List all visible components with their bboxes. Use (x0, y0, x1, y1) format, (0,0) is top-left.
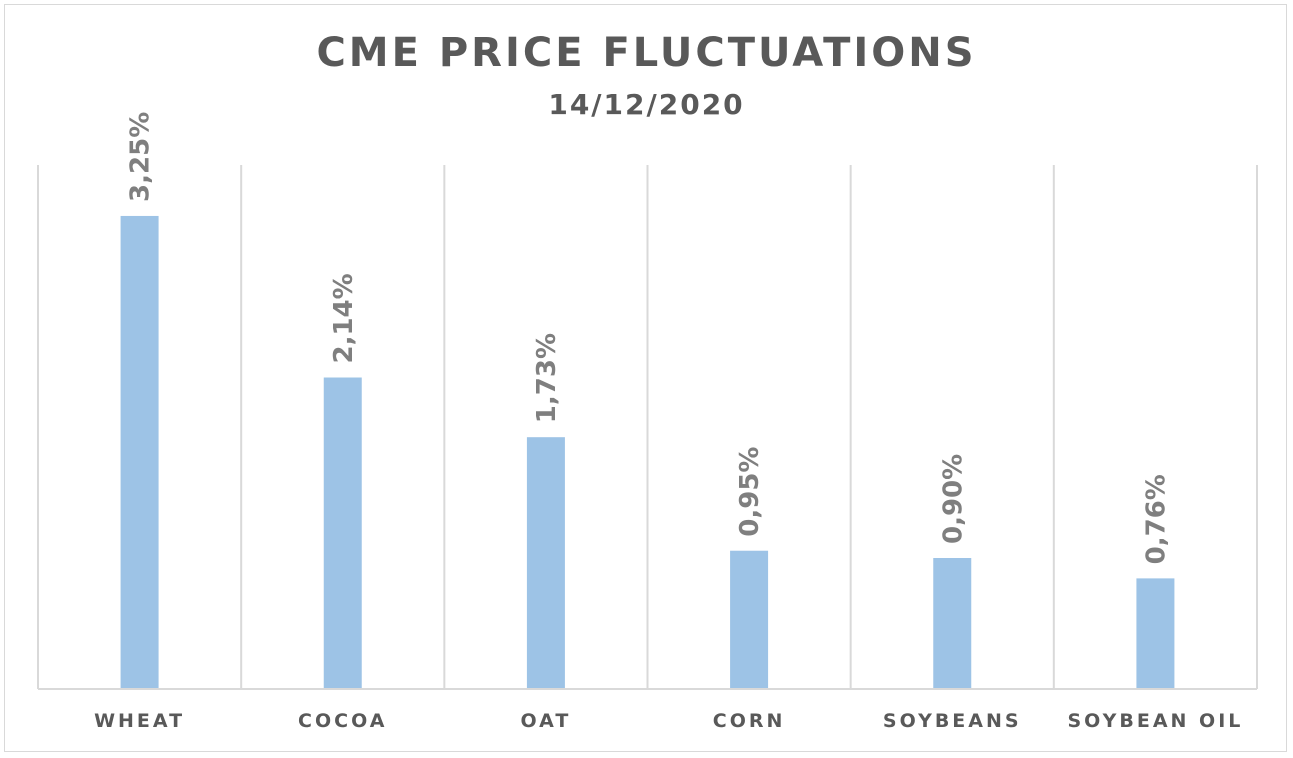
bar-corn (730, 550, 769, 689)
data-label: 3,25% (126, 112, 156, 202)
bar-wheat (120, 215, 159, 689)
category-label: CORN (713, 710, 786, 732)
chart-title: CME PRICE FLUCTUATIONS (316, 30, 977, 76)
bar-soybeans (933, 558, 972, 689)
chart-frame (4, 4, 1287, 752)
chart-subtitle: 14/12/2020 (548, 88, 745, 121)
data-label: 1,73% (532, 333, 562, 423)
data-label: 0,95% (735, 447, 765, 537)
category-label: WHEAT (94, 710, 185, 732)
data-label: 0,76% (1141, 474, 1171, 564)
data-label: 2,14% (329, 273, 359, 363)
category-label: SOYBEANS (883, 710, 1022, 732)
category-label: COCOA (298, 710, 387, 732)
bar-cocoa (323, 377, 362, 689)
bar-oat (526, 437, 565, 689)
category-label: OAT (520, 710, 571, 732)
category-label: SOYBEAN OIL (1067, 710, 1243, 732)
bar-soybean-oil (1136, 578, 1175, 689)
data-label: 0,90% (938, 454, 968, 544)
